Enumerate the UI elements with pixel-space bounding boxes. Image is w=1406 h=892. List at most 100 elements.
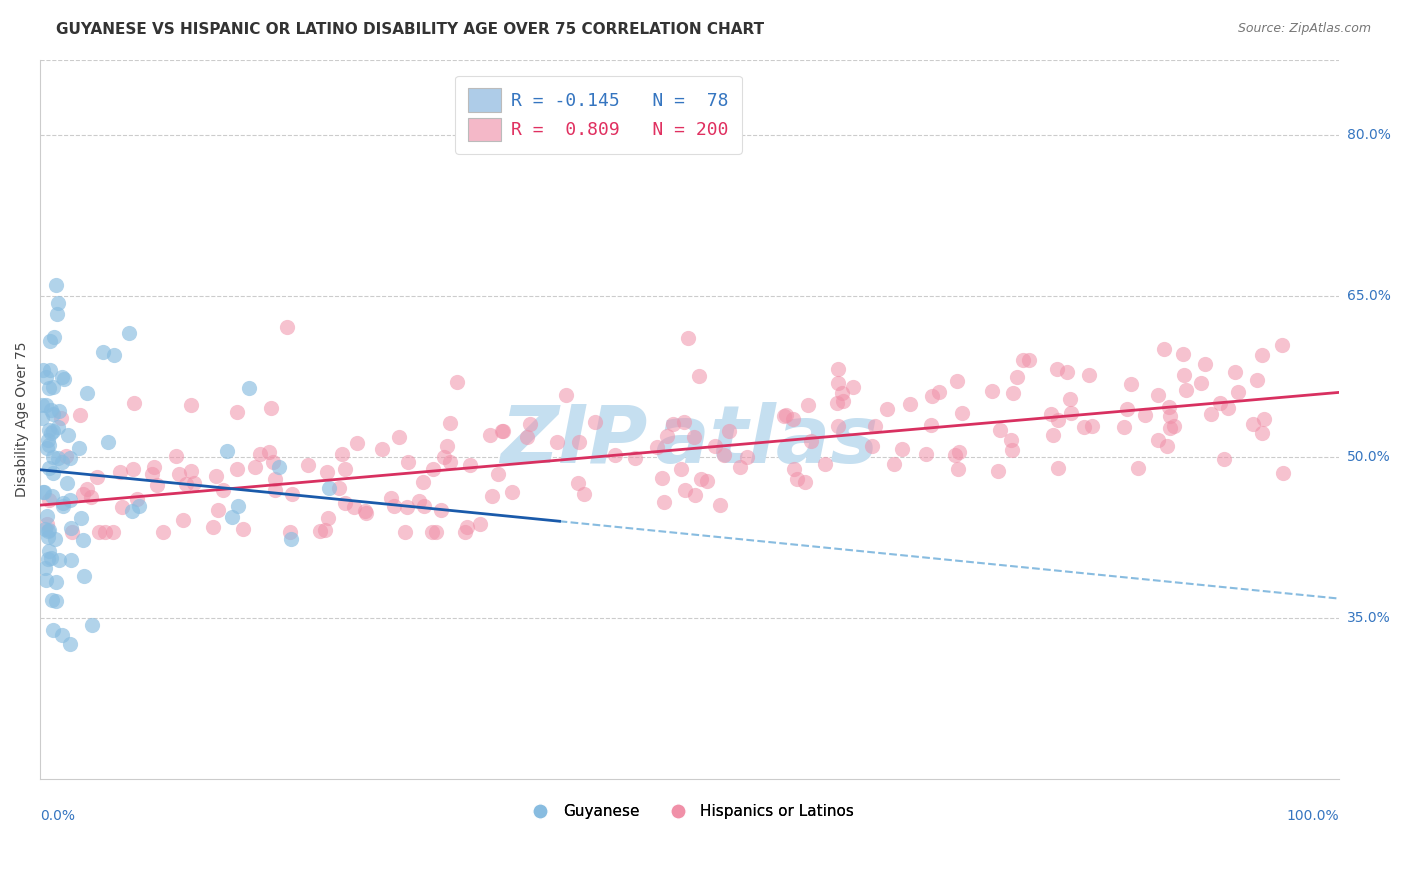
Point (1121, 376, 1143, 391)
Point (1059, 406, 1081, 420)
Point (328, 481, 350, 495)
Point (96, 435, 118, 450)
Point (146, 478, 169, 492)
Point (1042, 428, 1064, 442)
Point (35, 516, 58, 531)
Point (831, 386, 853, 401)
Point (827, 362, 849, 376)
Point (314, 523, 336, 537)
Point (946, 374, 969, 388)
Point (412, 500, 434, 514)
Point (396, 455, 419, 469)
Point (704, 439, 727, 453)
Point (652, 495, 675, 509)
Point (39, 362, 62, 376)
Y-axis label: Disability Age Over 75: Disability Age Over 75 (15, 342, 30, 497)
Point (318, 511, 340, 525)
Point (1116, 401, 1139, 416)
Point (225, 405, 247, 419)
Point (651, 471, 673, 485)
Point (900, 397, 922, 411)
Point (41, 424, 63, 438)
Point (211, 483, 233, 498)
Point (728, 460, 751, 475)
Point (1146, 434, 1168, 448)
Point (380, 491, 402, 505)
Point (31, 398, 53, 412)
Point (103, 348, 125, 362)
Point (501, 485, 523, 500)
Point (42, 450, 65, 464)
Point (346, 436, 368, 450)
Point (669, 462, 692, 476)
Point (56, 475, 79, 490)
Point (1077, 368, 1099, 382)
Point (202, 519, 225, 533)
Point (280, 532, 302, 546)
Point (568, 434, 591, 449)
Point (1189, 376, 1212, 391)
Point (87, 524, 110, 539)
Point (52, 372, 75, 386)
Point (1056, 365, 1078, 379)
Point (45, 593, 67, 607)
Text: 80.0%: 80.0% (1347, 128, 1391, 142)
Point (69, 408, 91, 422)
Point (1212, 451, 1234, 466)
Point (249, 447, 271, 461)
Point (1126, 461, 1149, 475)
Point (775, 408, 797, 422)
Point (72, 487, 94, 501)
Point (1271, 338, 1294, 352)
Point (354, 503, 377, 517)
Point (297, 458, 319, 472)
Point (32, 485, 55, 500)
Point (38, 438, 60, 452)
Point (928, 384, 950, 399)
Point (456, 520, 478, 534)
Point (39, 402, 62, 417)
Point (59, 637, 82, 651)
Point (782, 411, 804, 425)
Point (108, 466, 131, 480)
Point (142, 460, 165, 475)
Point (205, 469, 228, 483)
Point (316, 465, 339, 479)
Point (35, 573, 58, 587)
Point (1173, 368, 1195, 383)
Point (35, 508, 58, 523)
Point (412, 475, 434, 489)
Point (394, 524, 416, 539)
Point (371, 442, 394, 456)
Point (52, 495, 75, 509)
Point (128, 500, 150, 514)
Point (207, 502, 229, 516)
Point (72, 533, 94, 548)
Point (38, 544, 60, 558)
Point (1146, 388, 1168, 402)
Point (1246, 373, 1268, 387)
Point (56, 427, 79, 442)
Point (645, 440, 668, 454)
Point (111, 500, 134, 515)
Point (1253, 412, 1275, 426)
Text: 50.0%: 50.0% (1347, 450, 1391, 464)
Point (260, 401, 283, 415)
Point (773, 409, 796, 424)
Point (1241, 417, 1264, 431)
Point (39, 551, 62, 566)
Point (433, 450, 456, 464)
Point (1216, 401, 1239, 416)
Point (583, 415, 606, 429)
Point (38, 492, 60, 507)
Point (800, 434, 823, 449)
Point (309, 524, 332, 539)
Point (60, 524, 83, 539)
Point (318, 481, 340, 495)
Point (827, 419, 849, 434)
Point (662, 417, 685, 432)
Point (920, 418, 942, 433)
Point (76, 385, 98, 400)
Point (60, 553, 83, 567)
Point (35, 441, 58, 455)
